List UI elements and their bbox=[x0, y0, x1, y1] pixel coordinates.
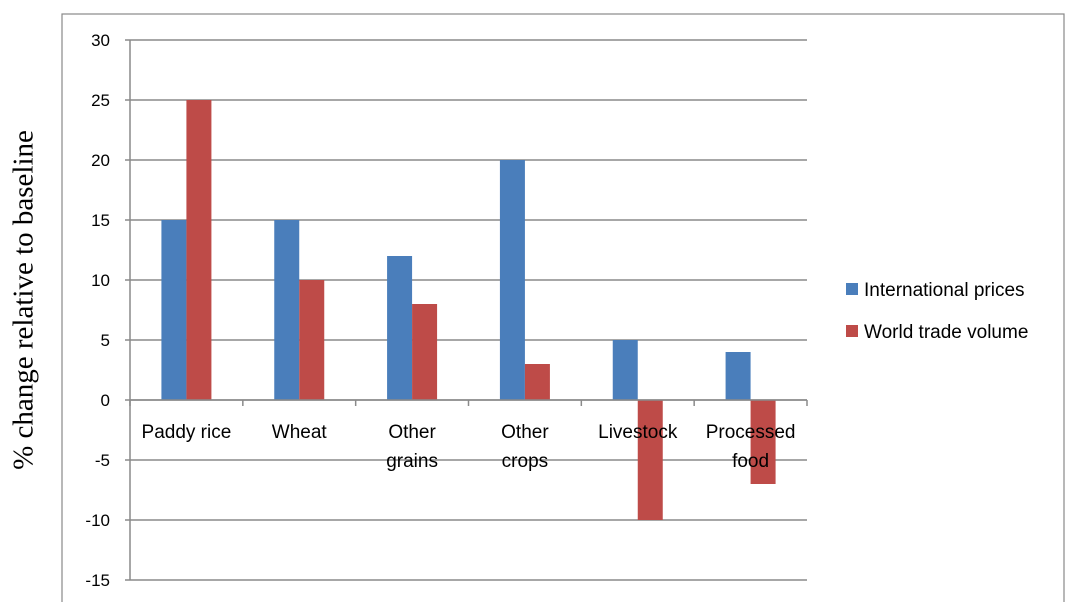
legend-swatch bbox=[846, 283, 858, 295]
bar bbox=[186, 100, 212, 400]
y-tick-label: 30 bbox=[91, 31, 110, 50]
category-label: Other bbox=[501, 422, 549, 443]
category-label: grains bbox=[386, 451, 438, 472]
bar bbox=[412, 304, 438, 400]
y-tick-labels: -15 -10 -5 0 5 10 15 20 25 30 bbox=[85, 31, 110, 590]
category-label: Livestock bbox=[598, 422, 678, 443]
bar bbox=[725, 352, 751, 400]
bar bbox=[161, 220, 187, 400]
y-tick-label: 20 bbox=[91, 151, 110, 170]
axes bbox=[129, 40, 808, 580]
y-tick-label: -15 bbox=[85, 571, 110, 590]
legend-swatch bbox=[846, 325, 858, 337]
bar bbox=[524, 364, 550, 400]
legend-label: World trade volume bbox=[864, 322, 1028, 343]
category-label: Processed bbox=[706, 422, 796, 443]
bar bbox=[499, 160, 525, 400]
chart-border bbox=[61, 13, 1065, 602]
bar bbox=[750, 400, 776, 484]
category-label: Paddy rice bbox=[142, 422, 232, 443]
category-labels: Paddy rice Wheat Other grains Other crops Live… bbox=[142, 422, 796, 472]
category-label: Wheat bbox=[272, 422, 328, 443]
gridlines bbox=[125, 39, 807, 581]
y-tick-label: 5 bbox=[101, 331, 110, 350]
bar bbox=[299, 280, 325, 400]
y-tick-label: 25 bbox=[91, 91, 110, 110]
y-tick-label: 15 bbox=[91, 211, 110, 230]
category-label: Other bbox=[388, 422, 436, 443]
category-label: crops bbox=[502, 451, 548, 472]
y-tick-label: -10 bbox=[85, 511, 110, 530]
category-label: food bbox=[732, 451, 769, 472]
bar bbox=[274, 220, 300, 400]
y-tick-label: -5 bbox=[95, 451, 110, 470]
bars bbox=[161, 100, 776, 520]
bar bbox=[637, 400, 663, 520]
legend: International prices World trade volume bbox=[846, 280, 1028, 343]
legend-label: International prices bbox=[864, 280, 1025, 301]
bar bbox=[387, 256, 413, 400]
bar bbox=[612, 340, 638, 400]
y-tick-label: 10 bbox=[91, 271, 110, 290]
y-tick-label: 0 bbox=[101, 391, 110, 410]
